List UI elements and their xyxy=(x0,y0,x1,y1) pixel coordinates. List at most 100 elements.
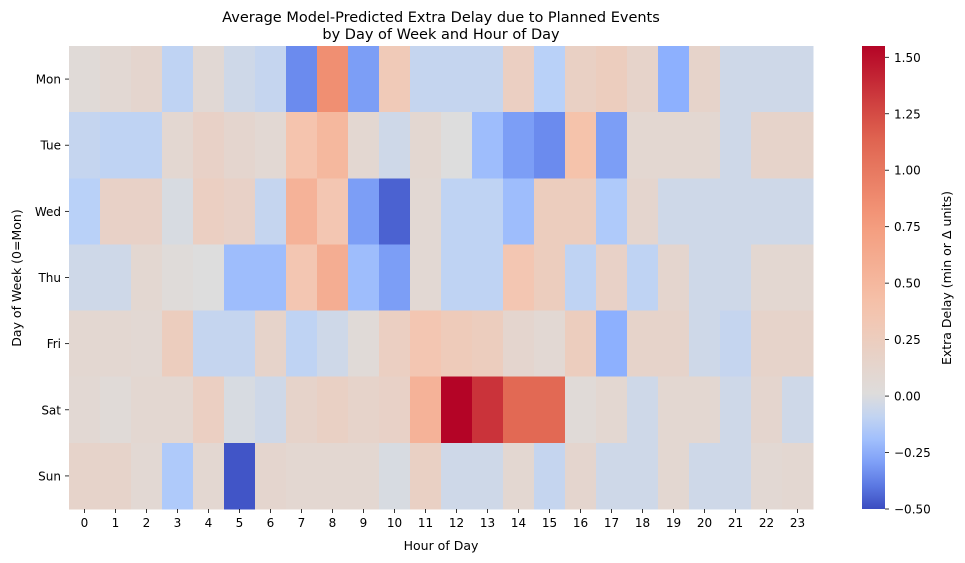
heatmap-cell xyxy=(255,310,287,378)
heatmap-cell xyxy=(534,178,566,245)
heatmap-cell xyxy=(472,376,504,444)
heatmap-cell xyxy=(689,376,721,444)
heatmap-cell xyxy=(69,244,101,312)
heatmap-cell xyxy=(286,310,318,378)
heatmap-cell xyxy=(627,310,659,378)
y-tick-label: Fri xyxy=(47,337,61,351)
heatmap-cell xyxy=(472,178,504,245)
heatmap-cell xyxy=(720,442,752,510)
x-tick-label: 21 xyxy=(728,516,743,530)
heatmap-cell xyxy=(441,442,473,510)
chart-title: Average Model-Predicted Extra Delay due … xyxy=(222,10,660,26)
x-tick-label: 8 xyxy=(329,516,337,530)
heatmap-cell xyxy=(565,442,597,510)
heatmap-cell xyxy=(565,112,597,179)
heatmap-cell xyxy=(596,244,628,312)
x-axis-label: Hour of Day xyxy=(404,538,479,553)
heatmap-cell xyxy=(751,376,783,444)
heatmap-cell xyxy=(162,112,194,179)
heatmap-cell xyxy=(720,46,752,113)
heatmap-cell xyxy=(69,376,101,444)
heatmap-cell xyxy=(751,112,783,179)
heatmap-cell xyxy=(348,442,380,510)
heatmap-cell xyxy=(286,442,318,510)
heatmap-cell xyxy=(627,244,659,312)
heatmap-cell xyxy=(193,442,225,510)
heatmap-cell xyxy=(658,46,690,113)
heatmap-cell xyxy=(534,310,566,378)
x-tick-label: 4 xyxy=(205,516,213,530)
heatmap-cell xyxy=(503,244,535,312)
y-tick-label: Sat xyxy=(41,403,61,417)
heatmap-cell xyxy=(193,112,225,179)
heatmap-cells xyxy=(69,46,814,510)
y-tick-label: Mon xyxy=(36,73,61,87)
heatmap-cell xyxy=(596,310,628,378)
heatmap-cell xyxy=(596,376,628,444)
heatmap-cell xyxy=(162,244,194,312)
heatmap-cell xyxy=(379,376,411,444)
heatmap-cell xyxy=(286,244,318,312)
heatmap-cell xyxy=(348,46,380,113)
heatmap-cell xyxy=(472,244,504,312)
heatmap-cell xyxy=(69,112,101,179)
heatmap-cell xyxy=(410,178,442,245)
heatmap-cell xyxy=(534,112,566,179)
heatmap-cell xyxy=(131,376,163,444)
heatmap-cell xyxy=(596,46,628,113)
colorbar-tick-label: 1.00 xyxy=(894,164,921,178)
heatmap-cell xyxy=(782,376,814,444)
colorbar-tick-label: 1.25 xyxy=(894,107,921,121)
heatmap-cell xyxy=(441,112,473,179)
heatmap-cell xyxy=(131,46,163,113)
heatmap-cell xyxy=(348,310,380,378)
x-tick-label: 9 xyxy=(360,516,368,530)
heatmap-cell xyxy=(658,442,690,510)
heatmap-cell xyxy=(348,112,380,179)
heatmap-cell xyxy=(317,244,349,312)
heatmap-cell xyxy=(658,244,690,312)
heatmap-cell xyxy=(472,46,504,113)
heatmap-cell xyxy=(534,244,566,312)
chart-subtitle: by Day of Week and Hour of Day xyxy=(322,27,560,43)
heatmap-cell xyxy=(193,376,225,444)
heatmap-cell xyxy=(751,178,783,245)
heatmap-cell xyxy=(410,244,442,312)
heatmap-cell xyxy=(503,310,535,378)
heatmap-cell xyxy=(224,310,256,378)
heatmap-cell xyxy=(565,244,597,312)
heatmap-cell xyxy=(782,244,814,312)
heatmap-cell xyxy=(689,244,721,312)
heatmap-cell xyxy=(162,310,194,378)
heatmap-cell xyxy=(131,244,163,312)
heatmap-cell xyxy=(751,244,783,312)
x-tick-label: 16 xyxy=(573,516,588,530)
heatmap-cell xyxy=(596,112,628,179)
heatmap-cell xyxy=(565,178,597,245)
heatmap-cell xyxy=(100,310,132,378)
x-axis-ticks: 0 1 2 3 4 5 6 7 8 9 10 11 12 13 14 15 16 17 18 19 20 21 22 23 xyxy=(81,509,805,530)
heatmap-cell xyxy=(441,244,473,312)
heatmap-cell xyxy=(782,310,814,378)
heatmap-cell xyxy=(100,244,132,312)
heatmap-cell xyxy=(534,46,566,113)
heatmap-cell xyxy=(286,376,318,444)
heatmap-cell xyxy=(658,112,690,179)
colorbar-gradient xyxy=(862,46,885,509)
y-tick-label: Thu xyxy=(37,271,61,285)
heatmap-cell xyxy=(720,244,752,312)
heatmap-cell xyxy=(441,376,473,444)
y-tick-label: Tue xyxy=(40,139,62,153)
heatmap-cell xyxy=(162,442,194,510)
heatmap-cell xyxy=(69,178,101,245)
heatmap-cell xyxy=(286,46,318,113)
heatmap-cell xyxy=(720,310,752,378)
x-tick-label: 20 xyxy=(697,516,712,530)
heatmap-cell xyxy=(286,178,318,245)
x-tick-label: 17 xyxy=(604,516,619,530)
heatmap-cell xyxy=(627,46,659,113)
heatmap-cell xyxy=(689,442,721,510)
heatmap-cell xyxy=(224,178,256,245)
heatmap-cell xyxy=(100,376,132,444)
x-tick-label: 12 xyxy=(449,516,464,530)
